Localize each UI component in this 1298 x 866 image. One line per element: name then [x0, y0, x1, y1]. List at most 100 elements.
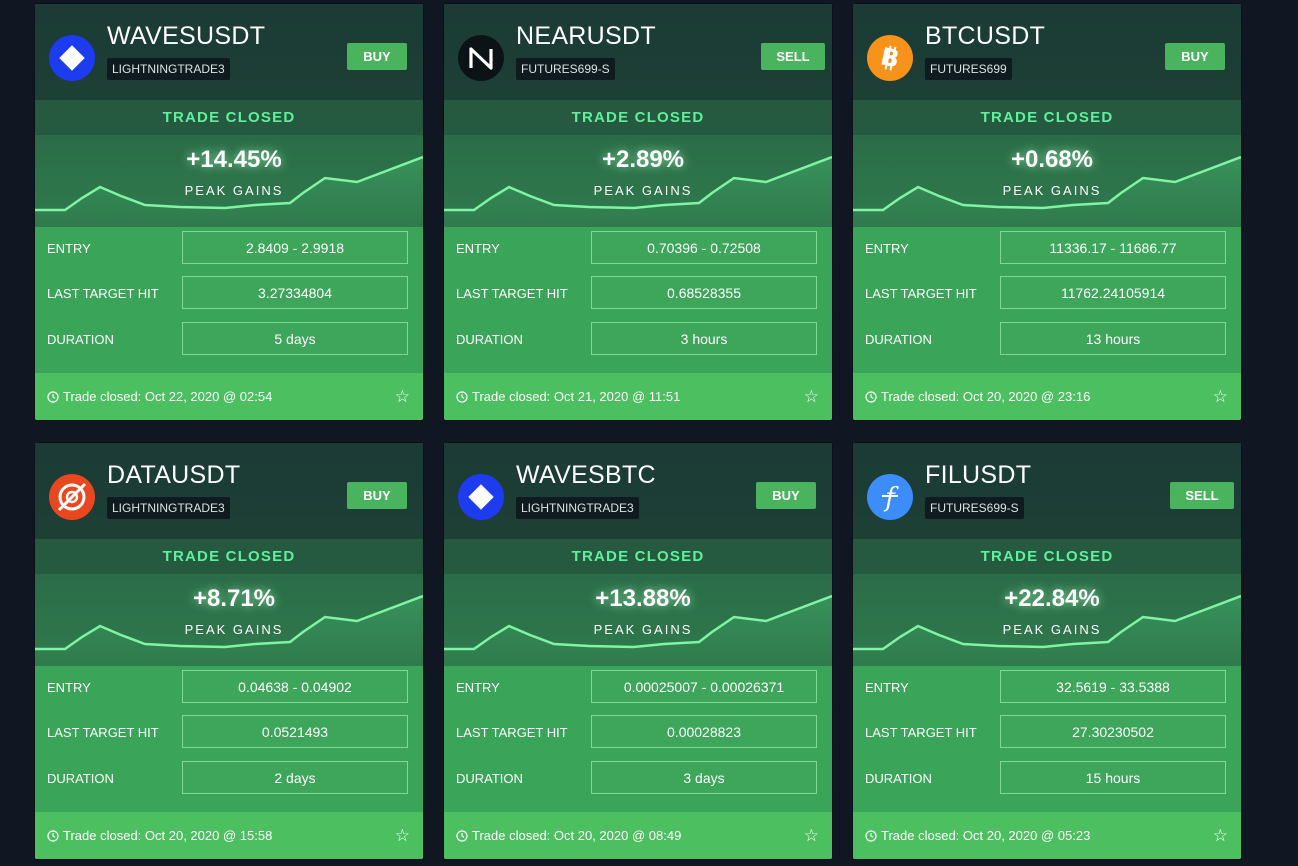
- entry-label: ENTRY: [47, 241, 91, 256]
- entry-label: ENTRY: [865, 241, 909, 256]
- peak-gain-value: +13.88%: [595, 585, 691, 612]
- trader-badge[interactable]: LIGHTNINGTRADE3: [516, 497, 639, 519]
- trade-card[interactable]: WAVESUSDT LIGHTNINGTRADE3 BUY TRADE CLOS…: [35, 4, 423, 420]
- trader-badge[interactable]: LIGHTNINGTRADE3: [107, 58, 230, 80]
- closed-time: Trade closed: Oct 20, 2020 @ 15:58: [47, 828, 272, 843]
- clock-icon: [47, 829, 59, 842]
- sparkline: [35, 594, 423, 666]
- sell-button[interactable]: SELL: [761, 43, 825, 70]
- pair-name: BTCUSDT: [925, 22, 1046, 50]
- bitcoin-icon: B: [867, 35, 913, 81]
- card-footer: Trade closed: Oct 20, 2020 @ 23:16 ☆: [853, 373, 1241, 420]
- entry-label: ENTRY: [456, 680, 500, 695]
- sparkline-line: [35, 155, 423, 212]
- trader-badge[interactable]: FUTURES699-S: [516, 58, 615, 80]
- card-header: NEARUSDT FUTURES699-S SELL: [444, 4, 832, 100]
- card-footer: Trade closed: Oct 22, 2020 @ 02:54 ☆: [35, 373, 423, 420]
- clock-icon: [47, 390, 59, 403]
- closed-prefix: Trade closed:: [881, 389, 960, 404]
- trade-card[interactable]: f FILUSDT FUTURES699-S SELL TRADE CLOSED…: [853, 443, 1241, 859]
- peak-gain-value: +14.45%: [186, 146, 282, 173]
- buy-button[interactable]: BUY: [347, 482, 407, 509]
- gain-area: +2.89% PEAK GAINS: [444, 135, 832, 227]
- closed-time: Trade closed: Oct 21, 2020 @ 11:51: [456, 389, 680, 404]
- peak-gain-value: +2.89%: [601, 146, 685, 173]
- pair-name: DATAUSDT: [107, 461, 241, 489]
- last-target-label: LAST TARGET HIT: [456, 286, 568, 301]
- sparkline-line: [444, 594, 832, 651]
- star-icon[interactable]: ☆: [394, 826, 410, 845]
- closed-date: Oct 20, 2020 @ 23:16: [962, 389, 1091, 404]
- pair-name: FILUSDT: [925, 461, 1032, 489]
- closed-time: Trade closed: Oct 20, 2020 @ 05:23: [865, 828, 1090, 843]
- buy-button[interactable]: BUY: [1165, 43, 1225, 70]
- sparkline: [444, 594, 832, 666]
- peak-gain-value: +22.84%: [1004, 585, 1100, 612]
- sparkline: [853, 155, 1241, 227]
- gain-area: +13.88% PEAK GAINS: [444, 574, 832, 666]
- trader-badge[interactable]: LIGHTNINGTRADE3: [107, 497, 230, 519]
- sparkline-line: [853, 594, 1241, 651]
- svg-text:B: B: [878, 42, 902, 73]
- duration-label: DURATION: [456, 771, 523, 786]
- clock-icon: [456, 829, 468, 842]
- trade-card[interactable]: WAVESBTC LIGHTNINGTRADE3 BUY TRADE CLOSE…: [444, 443, 832, 859]
- duration-label: DURATION: [456, 332, 523, 347]
- buy-button[interactable]: BUY: [756, 482, 816, 509]
- duration-value: 15 hours: [1000, 761, 1226, 794]
- sparkline-fill: [444, 157, 832, 227]
- closed-time: Trade closed: Oct 22, 2020 @ 02:54: [47, 389, 272, 404]
- closed-time: Trade closed: Oct 20, 2020 @ 08:49: [456, 828, 681, 843]
- sell-button[interactable]: SELL: [1170, 482, 1234, 509]
- entry-label: ENTRY: [865, 680, 909, 695]
- sparkline-fill: [853, 157, 1241, 227]
- duration-label: DURATION: [865, 332, 932, 347]
- trade-status: TRADE CLOSED: [444, 100, 832, 135]
- sparkline-fill: [444, 596, 832, 666]
- card-header: WAVESBTC LIGHTNINGTRADE3 BUY: [444, 443, 832, 539]
- closed-date: Oct 21, 2020 @ 11:51: [553, 389, 681, 404]
- pair-name: WAVESBTC: [516, 461, 656, 489]
- closed-date: Oct 22, 2020 @ 02:54: [144, 389, 273, 404]
- trade-card[interactable]: NEARUSDT FUTURES699-S SELL TRADE CLOSED …: [444, 4, 832, 420]
- closed-time: Trade closed: Oct 20, 2020 @ 23:16: [865, 389, 1090, 404]
- peak-gain-value: +0.68%: [1010, 146, 1094, 173]
- trade-card[interactable]: B BTCUSDT FUTURES699 BUY TRADE CLOSED +0…: [853, 4, 1241, 420]
- closed-prefix: Trade closed:: [63, 828, 142, 843]
- filecoin-icon: f: [867, 474, 913, 520]
- card-header: DATAUSDT LIGHTNINGTRADE3 BUY: [35, 443, 423, 539]
- last-target-value: 3.27334804: [182, 276, 408, 309]
- gain-area: +22.84% PEAK GAINS: [853, 574, 1241, 666]
- last-target-value: 27.30230502: [1000, 715, 1226, 748]
- card-header: B BTCUSDT FUTURES699 BUY: [853, 4, 1241, 100]
- trade-card[interactable]: DATAUSDT LIGHTNINGTRADE3 BUY TRADE CLOSE…: [35, 443, 423, 859]
- trader-badge[interactable]: FUTURES699-S: [925, 497, 1024, 519]
- pair-name: WAVESUSDT: [107, 22, 266, 50]
- card-footer: Trade closed: Oct 20, 2020 @ 08:49 ☆: [444, 812, 832, 859]
- entry-value: 2.8409 - 2.9918: [182, 231, 408, 264]
- duration-value: 5 days: [182, 322, 408, 355]
- sparkline: [35, 155, 423, 227]
- duration-value: 13 hours: [1000, 322, 1226, 355]
- entry-value: 11336.17 - 11686.77: [1000, 231, 1226, 264]
- trade-status: TRADE CLOSED: [444, 539, 832, 574]
- star-icon[interactable]: ☆: [803, 826, 819, 845]
- star-icon[interactable]: ☆: [1212, 826, 1228, 845]
- trader-badge[interactable]: FUTURES699: [925, 58, 1012, 80]
- star-icon[interactable]: ☆: [1212, 387, 1228, 406]
- closed-date: Oct 20, 2020 @ 05:23: [962, 828, 1091, 843]
- closed-date: Oct 20, 2020 @ 15:58: [144, 828, 273, 843]
- trade-status: TRADE CLOSED: [853, 100, 1241, 135]
- sparkline-fill: [35, 596, 423, 666]
- duration-value: 3 hours: [591, 322, 817, 355]
- buy-button[interactable]: BUY: [347, 43, 407, 70]
- sparkline-fill: [853, 596, 1241, 666]
- star-icon[interactable]: ☆: [394, 387, 410, 406]
- star-icon[interactable]: ☆: [803, 387, 819, 406]
- trade-status: TRADE CLOSED: [853, 539, 1241, 574]
- peak-gain-label: PEAK GAINS: [593, 183, 693, 198]
- gain-area: +0.68% PEAK GAINS: [853, 135, 1241, 227]
- last-target-value: 11762.24105914: [1000, 276, 1226, 309]
- last-target-label: LAST TARGET HIT: [47, 725, 159, 740]
- last-target-value: 0.00028823: [591, 715, 817, 748]
